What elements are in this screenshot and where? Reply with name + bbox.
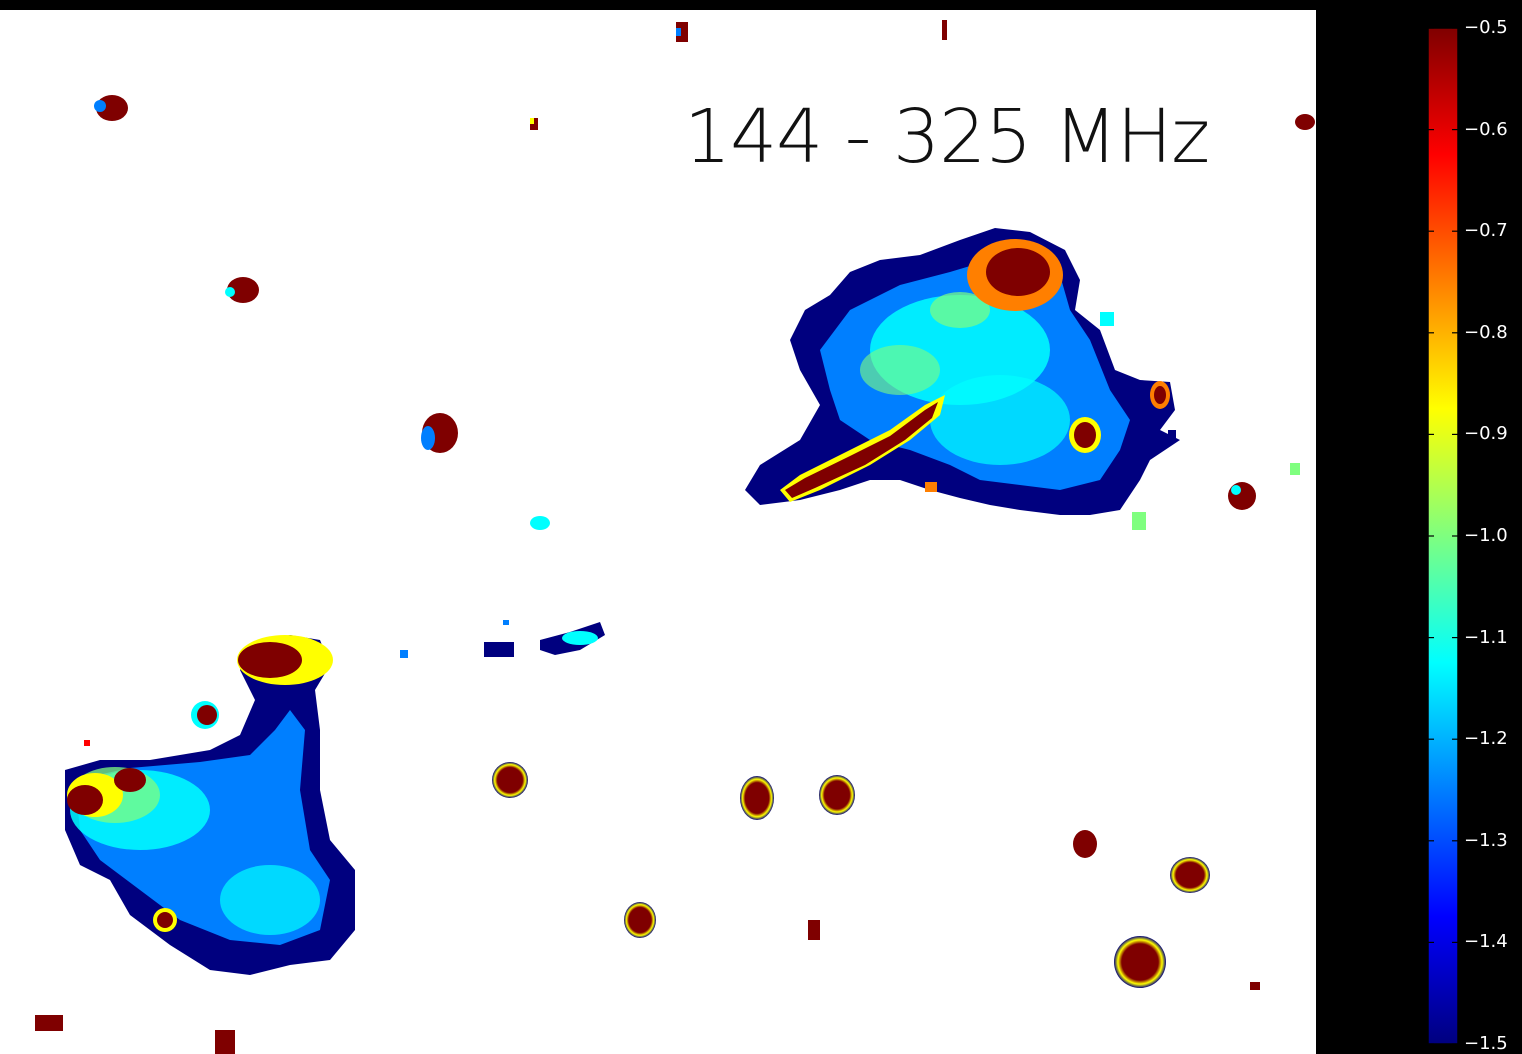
colorbar-tick-label: −1.5	[1464, 1033, 1508, 1054]
colorbar: −0.5 −0.6 −0.7 −0.8 −0.9 −1.0 −1.1 −1.2 −1.3 −1.4…	[1316, 0, 1522, 1054]
lower-left-radio-source	[65, 635, 355, 975]
compact-sources	[35, 20, 1315, 1054]
colorbar-tick-label: −0.8	[1464, 321, 1508, 343]
colorbar-tick-label: −0.7	[1464, 220, 1508, 242]
colorbar-tick-label: −1.2	[1464, 728, 1508, 750]
spectral-index-image	[35, 20, 1315, 1054]
colorbar-tick-label: −0.9	[1464, 423, 1508, 445]
colorbar-tick-label: −1.3	[1464, 829, 1508, 851]
colorbar-tick-label: −1.0	[1464, 525, 1508, 546]
frequency-range-title: 144 - 325 MHz	[684, 94, 1210, 180]
colorbar-tick-label: −0.5	[1464, 17, 1508, 38]
spectral-index-map: 144 - 325 MHz	[0, 10, 1316, 1054]
upper-right-radio-source	[745, 228, 1180, 515]
colorbar-tick-label: −1.4	[1464, 931, 1508, 953]
colorbar-gradient	[1427, 27, 1459, 1045]
colorbar-tick-label: −1.1	[1464, 626, 1508, 648]
colorbar-tick-label: −0.6	[1464, 118, 1508, 140]
